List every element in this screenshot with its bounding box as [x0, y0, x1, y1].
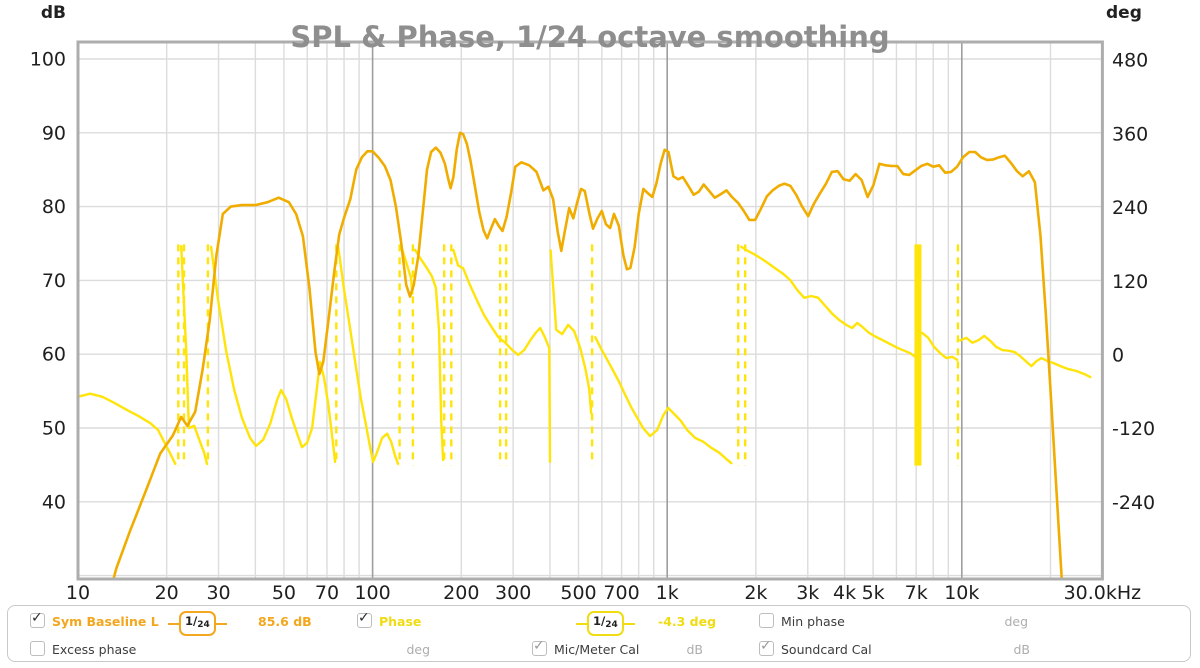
y-right-tick-120: 120: [1112, 271, 1148, 293]
mic-meter-cal-unit: dB: [686, 642, 703, 657]
check-icon: ✓: [358, 610, 370, 626]
x-tick-10: 10: [66, 582, 90, 604]
y-left-tick-100: 100: [30, 49, 66, 71]
x-tick-100: 100: [354, 582, 390, 604]
mic-meter-cal-checkbox[interactable]: ✓: [532, 638, 547, 656]
mic-meter-cal-label: Mic/Meter Cal: [554, 642, 640, 657]
check-icon: ✓: [31, 610, 43, 626]
y-right-tick--240: -240: [1112, 492, 1155, 514]
spl-smoothing-badge[interactable]: 1/24: [168, 611, 227, 636]
spl-level-value: 85.6 dB: [258, 614, 312, 629]
soundcard-cal-checkbox[interactable]: ✓: [759, 638, 774, 656]
min-phase-label: Min phase: [781, 614, 845, 629]
legend-row-0: ✓ Sym Baseline L 1/24 85.6 dB ✓ Phase 1/24 -4.3…: [8, 610, 1190, 636]
x-tick-70: 70: [315, 582, 339, 604]
y-right-tick--120: -120: [1112, 418, 1155, 440]
soundcard-cal-label: Soundcard Cal: [781, 642, 872, 657]
min-phase-unit: deg: [1004, 614, 1028, 629]
legend-panel: ✓ Sym Baseline L 1/24 85.6 dB ✓ Phase 1/24 -4.3…: [7, 605, 1191, 662]
x-tick-10k: 10k: [944, 582, 979, 604]
excess-phase-unit: deg: [406, 642, 430, 657]
min-phase-checkbox[interactable]: [759, 613, 774, 628]
spl-phase-chart: 100 90 80 70 60 50 40 480 360 240 120 0 -120 -240 10 20…: [30, 40, 1155, 604]
soundcard-cal-unit: dB: [1013, 642, 1030, 657]
x-tick-4k: 4k: [833, 582, 856, 604]
check-icon: ✓: [760, 638, 772, 654]
y-right-tick-240: 240: [1112, 197, 1148, 219]
y-left-tick-40: 40: [42, 491, 66, 513]
y-left-tick-60: 60: [42, 344, 66, 366]
y-left-tick-90: 90: [42, 122, 66, 144]
x-tick-2k: 2k: [744, 582, 767, 604]
y-left-tick-70: 70: [42, 270, 66, 292]
phase-checkbox[interactable]: ✓: [357, 610, 372, 628]
x-tick-200: 200: [443, 582, 479, 604]
x-tick-5k: 5k: [862, 582, 885, 604]
sym-baseline-l-checkbox[interactable]: ✓: [30, 610, 45, 628]
badge-stub: [215, 622, 227, 625]
excess-phase-checkbox[interactable]: [30, 641, 45, 656]
y-left-tick-50: 50: [42, 418, 66, 440]
x-tick-30.0kHz: 30.0kHz: [1064, 582, 1142, 604]
spl-smoothing-badge-text: 1/24: [179, 611, 216, 636]
x-tick-3k: 3k: [796, 582, 819, 604]
y-right-tick-480: 480: [1112, 50, 1148, 72]
phase-label: Phase: [379, 614, 422, 629]
badge-stub: [623, 622, 635, 625]
x-tick-700: 700: [603, 582, 639, 604]
x-tick-500: 500: [560, 582, 596, 604]
left-axis-unit-label: dB: [40, 3, 66, 23]
badge-stub: [168, 622, 179, 625]
chart-title: SPL & Phase, 1/24 octave smoothing: [290, 20, 890, 54]
phase-smoothing-badge-text: 1/24: [587, 611, 624, 636]
y-right-tick-0: 0: [1112, 345, 1124, 367]
right-axis-unit-label: deg: [1106, 3, 1142, 23]
x-tick-20: 20: [155, 582, 179, 604]
excess-phase-label: Excess phase: [52, 642, 137, 657]
y-right-tick-360: 360: [1112, 123, 1148, 145]
check-icon: ✓: [533, 638, 545, 654]
badge-stub: [576, 622, 587, 625]
x-tick-300: 300: [495, 582, 531, 604]
x-tick-7k: 7k: [905, 582, 928, 604]
phase-value: -4.3 deg: [658, 614, 717, 629]
sym-baseline-l-label: Sym Baseline L: [52, 614, 159, 629]
x-tick-50: 50: [272, 582, 296, 604]
x-tick-1k: 1k: [656, 582, 679, 604]
phase-smoothing-badge[interactable]: 1/24: [576, 611, 635, 636]
legend-row-1: Excess phase deg ✓ Mic/Meter Cal dB ✓ Soundcar…: [8, 638, 1190, 664]
y-left-tick-80: 80: [42, 196, 66, 218]
x-tick-30: 30: [206, 582, 230, 604]
